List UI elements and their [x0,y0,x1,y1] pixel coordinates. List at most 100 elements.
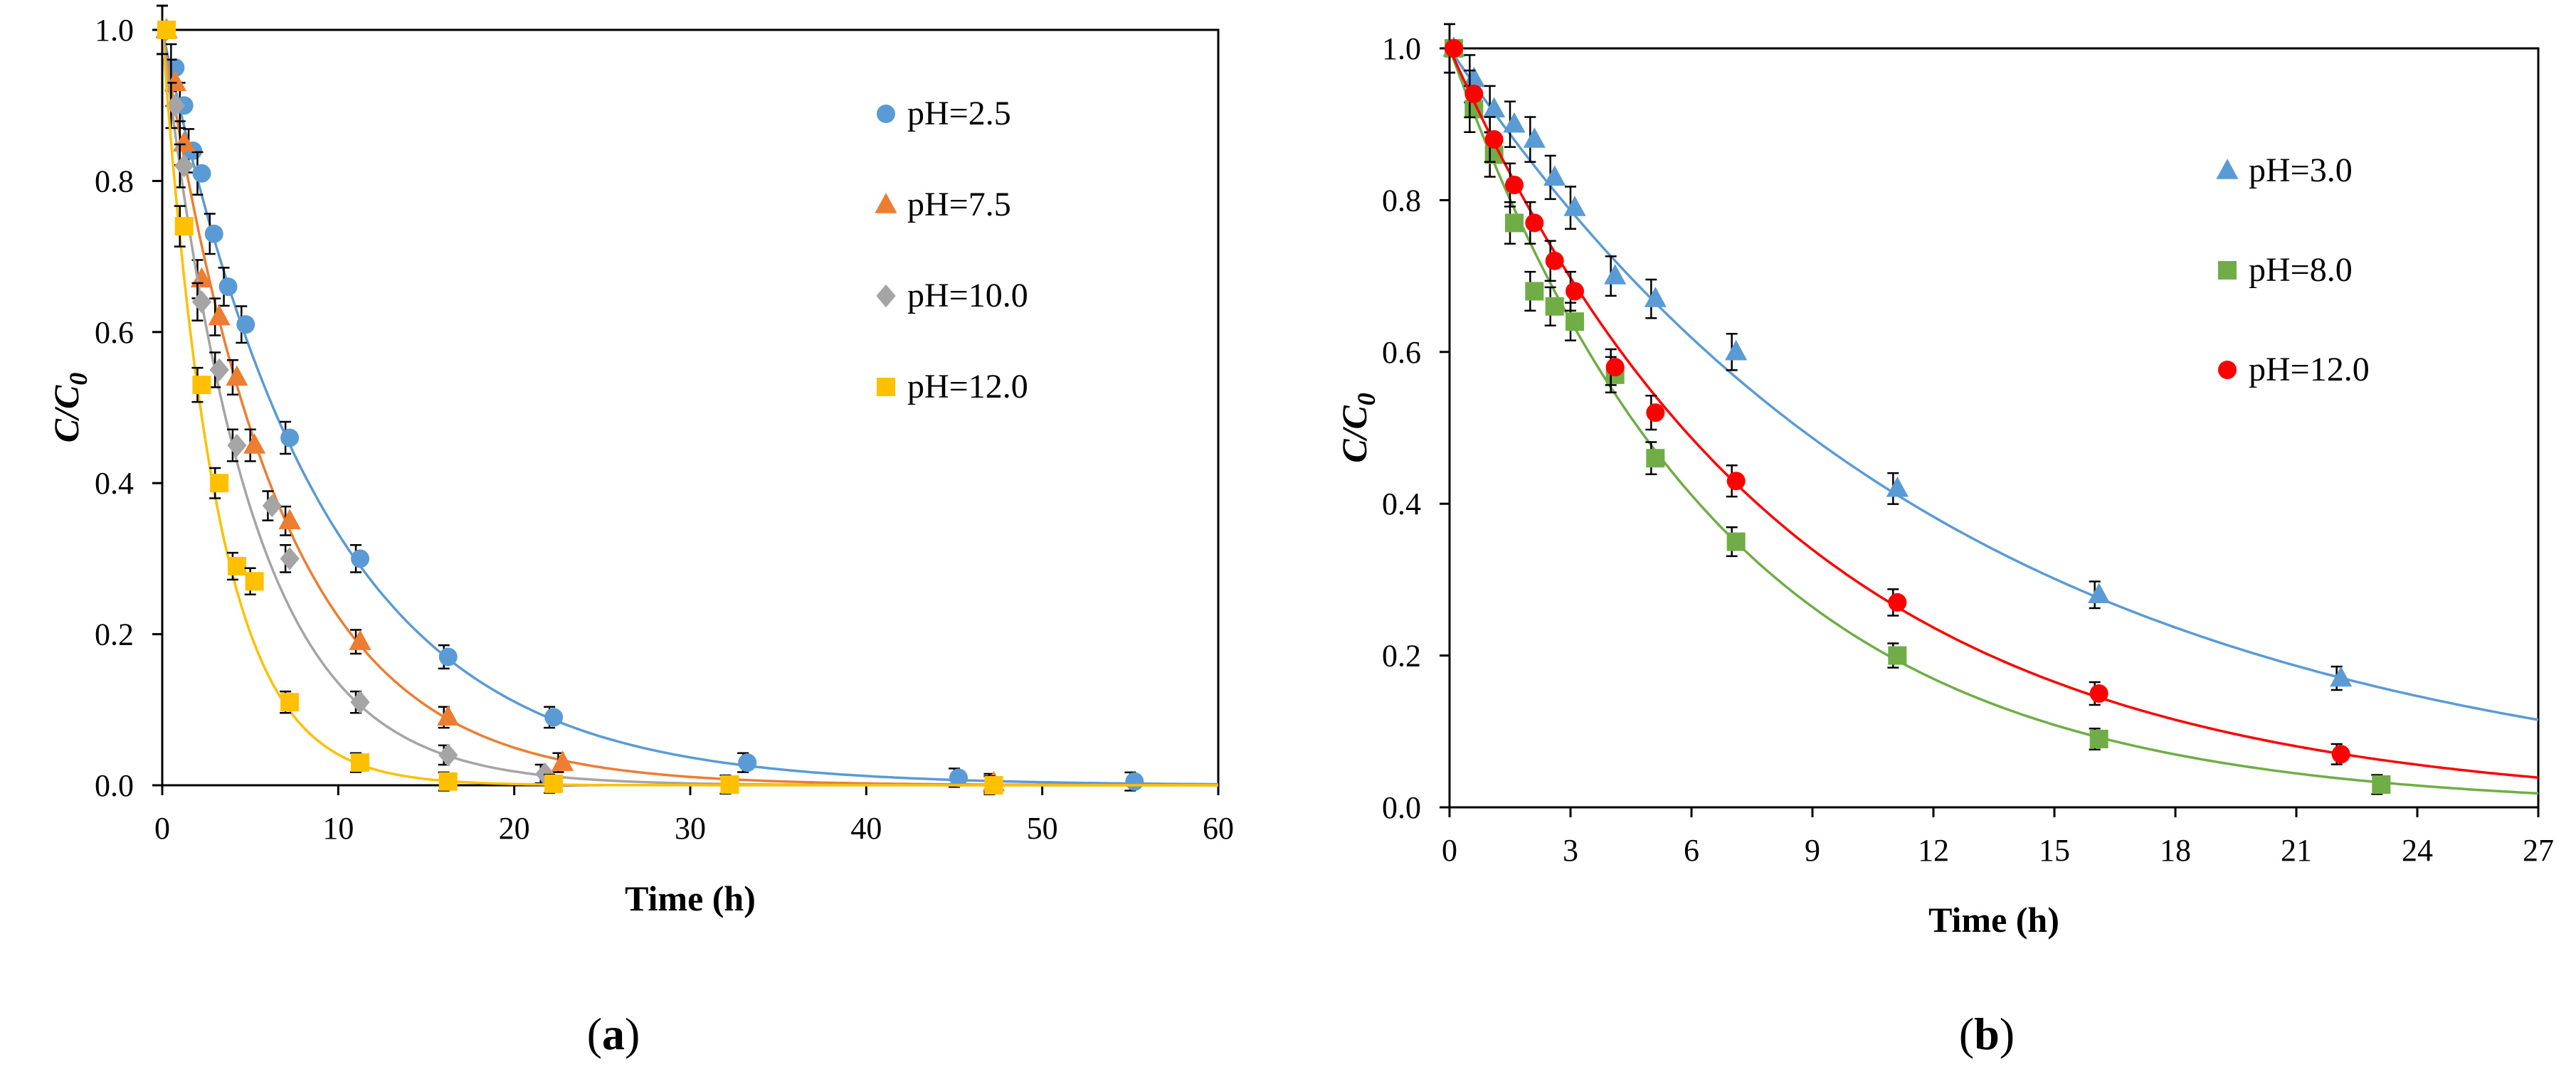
data-point [218,277,238,297]
fit-curve [1448,48,2539,795]
data-point [262,494,283,518]
legend-entry: pH=2.5 [877,95,1011,132]
y-tick-label: 1.0 [1382,31,1421,66]
y-axis-title-subscript: 0 [64,373,93,386]
data-point [1886,476,1909,497]
data-point [174,154,194,178]
data-point [437,705,460,726]
data-point [1445,39,1463,58]
data-point [245,572,264,591]
x-tick-label: 24 [2402,833,2433,868]
x-tick-label: 30 [675,811,706,846]
legend-entry: pH=10.0 [876,277,1028,314]
data-point [350,690,370,714]
data-point [349,630,371,650]
legend-label: pH=2.5 [907,95,1011,132]
data-point [2331,745,2350,764]
legend-label: pH=12.0 [2249,351,2370,388]
x-tick-label: 12 [1918,833,1949,868]
data-point [227,433,247,457]
fit-curve [161,29,1218,787]
legend-marker [2218,261,2237,280]
data-point [1725,339,1748,361]
data-point [2089,729,2108,748]
legend-label: pH=10.0 [907,277,1028,314]
legend-marker [876,284,896,308]
y-axis-title-main: C/C [1334,405,1374,463]
x-tick-label: 18 [2160,833,2191,868]
x-tick-label: 21 [2281,833,2312,868]
fit-curve [161,29,1218,787]
data-point [1525,282,1544,301]
series-ph-10-0 [157,4,1218,787]
y-tick-label: 0.4 [95,466,134,501]
data-point [1525,213,1544,233]
legend-entry: pH=8.0 [2218,251,2353,289]
data-point [544,708,564,727]
data-point [438,743,458,767]
y-tick-label: 0.8 [1382,183,1421,218]
x-tick-label: 60 [1203,811,1234,846]
data-point [984,776,1003,795]
data-point [1646,449,1665,468]
data-point [210,474,229,493]
data-point [1543,165,1566,186]
y-axis-title: C/C0 [46,373,93,443]
data-point [280,428,300,447]
data-point [2372,775,2391,794]
y-tick-label: 0.6 [1382,335,1421,370]
y-tick-label: 0.0 [95,768,134,803]
data-point [1605,358,1625,377]
plot-frame [161,28,1220,787]
data-point [551,750,574,771]
legend-label: pH=3.0 [2249,152,2353,189]
x-tick-label: 27 [2523,833,2554,868]
x-tick-label: 0 [1442,833,1457,868]
fit-curve [161,29,1218,787]
y-tick-label: 0.8 [95,164,134,198]
y-tick-label: 0.2 [1382,639,1421,674]
y-tick-label: 0.0 [1382,790,1421,825]
legend-entry: pH=7.5 [875,186,1011,223]
legend-marker [2218,361,2237,379]
data-point [173,131,196,152]
legend-marker [877,378,895,396]
data-point [351,549,370,568]
fit-curve [1448,48,2539,721]
x-tick-label: 20 [499,811,530,846]
x-axis-title: Time (h) [625,878,756,918]
x-tick-label: 10 [322,811,354,846]
legend-marker [877,105,895,123]
data-point [204,224,223,243]
y-axis-title-subscript: 0 [1352,393,1381,405]
data-point [1503,112,1526,133]
legend-marker [2216,159,2239,179]
data-point [1566,282,1584,301]
data-point [1604,264,1627,285]
plot-frame [1448,47,2540,809]
x-tick-label: 9 [1805,833,1820,868]
y-axis-title: C/C0 [1334,393,1381,463]
y-tick-label: 1.0 [95,13,134,48]
x-tick-label: 3 [1563,833,1578,868]
data-point [208,304,231,326]
data-point [1566,312,1584,331]
x-tick-label: 50 [1027,811,1058,846]
x-tick-label: 40 [850,811,882,846]
data-point [351,753,370,772]
series-ph-8-0 [1444,23,2539,795]
fit-curve [161,29,1219,786]
y-tick-label: 0.6 [95,315,134,350]
data-point [1505,213,1524,233]
data-point [1464,85,1484,104]
series-ph-2-5 [157,4,1219,792]
data-point [1483,97,1506,118]
data-point [1125,772,1144,791]
legend-label: pH=8.0 [2249,251,2353,289]
panel-label-open-paren: ( [587,1009,602,1059]
data-point [157,21,176,39]
data-point [1644,287,1667,307]
panel-label: (b) [1959,1009,2015,1059]
panel-label-letter: a [602,1009,625,1059]
